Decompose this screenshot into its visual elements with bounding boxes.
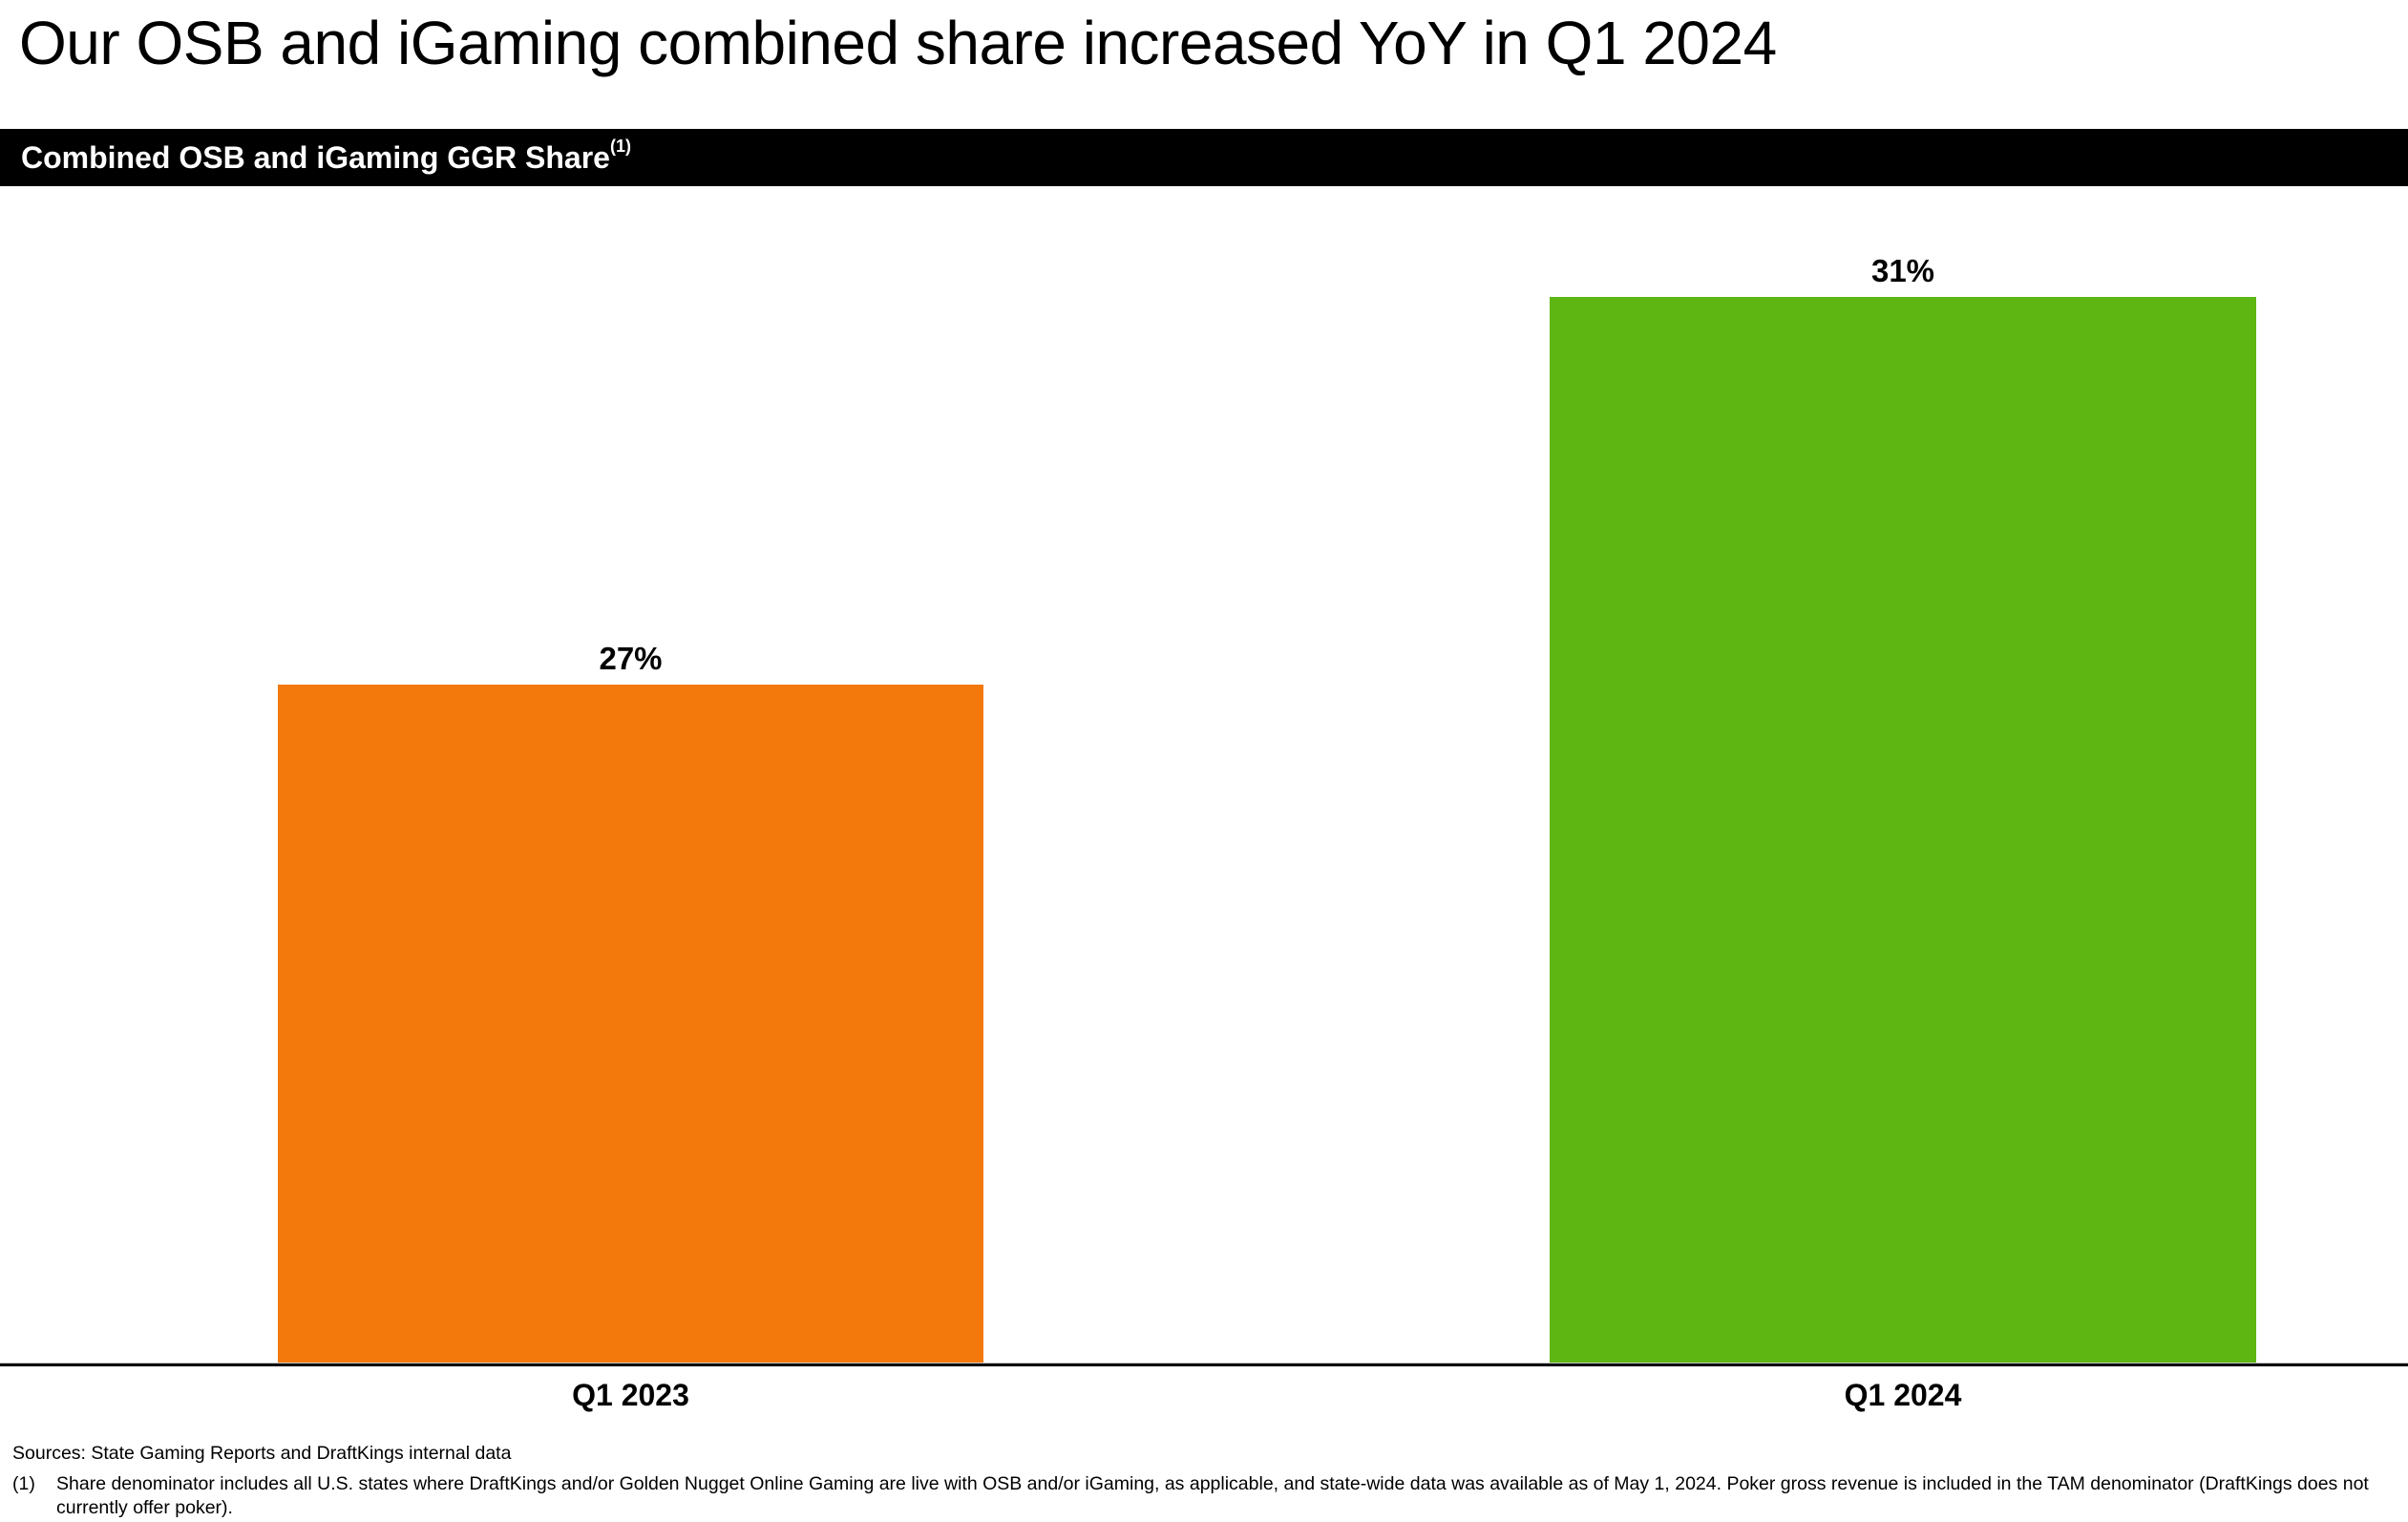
footnote: (1) Share denominator includes all U.S. … <box>12 1472 2397 1520</box>
x-axis-line <box>0 1363 2408 1366</box>
footer: Sources: State Gaming Reports and DraftK… <box>12 1442 2397 1520</box>
footnote-reference: (1) <box>609 136 631 156</box>
bar-value-label-q1-2024: 31% <box>1870 253 1935 288</box>
bar-group-q1-2024: 31% <box>1550 255 2256 1363</box>
bar-group-q1-2023: 27% <box>278 643 983 1363</box>
bar-value-label-q1-2023: 27% <box>599 641 663 676</box>
bar-q1-2024 <box>1550 297 2256 1363</box>
page-title: Our OSB and iGaming combined share incre… <box>19 9 1777 77</box>
chart-title-banner: Combined OSB and iGaming GGR Share (1) <box>0 129 2408 186</box>
footnote-marker: (1) <box>12 1473 35 1494</box>
footnote-text: Share denominator includes all U.S. stat… <box>56 1473 2369 1518</box>
x-axis-label-q1-2024: Q1 2024 <box>1844 1378 1962 1412</box>
chart-title: Combined OSB and iGaming GGR Share <box>21 139 610 175</box>
sources-text: Sources: State Gaming Reports and DraftK… <box>12 1443 512 1464</box>
bar-q1-2023 <box>278 685 983 1363</box>
x-axis-label-q1-2023: Q1 2023 <box>572 1378 689 1412</box>
